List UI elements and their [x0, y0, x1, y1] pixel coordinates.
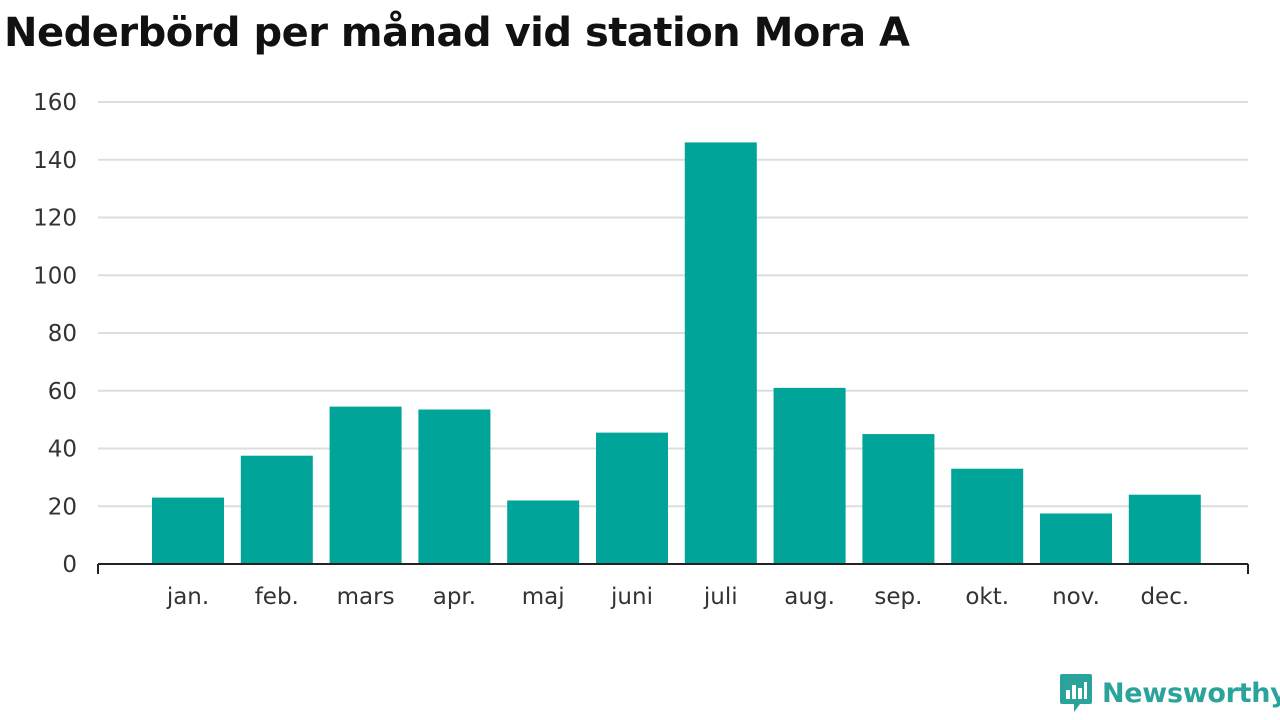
y-tick-label: 80 [48, 321, 77, 347]
y-tick-label: 120 [33, 206, 77, 232]
x-tick-label: jan. [166, 584, 209, 610]
y-tick-label: 0 [62, 552, 77, 578]
y-tick-label: 100 [33, 263, 77, 289]
x-tick-label: mars [337, 584, 395, 610]
x-axis [97, 563, 1249, 574]
x-tick-label: apr. [433, 584, 476, 610]
x-tick-label: juni [610, 584, 653, 610]
x-tick-label: juli [703, 584, 738, 610]
y-axis-labels: 0 20 40 60 80 100 120 140 160 [33, 90, 77, 578]
bar-chart: 0 20 40 60 80 100 120 140 160 jan. feb. mars apr. ma… [33, 90, 1249, 610]
bar [507, 500, 580, 564]
x-tick-label: maj [522, 584, 565, 610]
y-tick-label: 20 [48, 494, 77, 520]
x-tick-label: sep. [874, 584, 922, 610]
x-tick-label: okt. [965, 584, 1009, 610]
bar [240, 455, 313, 564]
bar [329, 406, 402, 564]
newsworthy-logo: Newsworthy [1058, 672, 1280, 714]
bar [951, 468, 1024, 564]
y-tick-label: 140 [33, 148, 77, 174]
bar [684, 142, 757, 565]
bar [152, 497, 224, 564]
bar [862, 434, 935, 564]
bar [418, 409, 491, 564]
x-tick-label: aug. [784, 584, 835, 610]
x-tick-label: feb. [255, 584, 299, 610]
gridlines [98, 101, 1248, 508]
y-tick-label: 160 [33, 90, 77, 116]
x-axis-labels: jan. feb. mars apr. maj juni juli aug. sep. okt. n… [166, 584, 1189, 610]
newsworthy-logo-icon [1060, 674, 1092, 712]
brand-name: Newsworthy [1102, 677, 1280, 709]
y-tick-label: 60 [48, 379, 77, 405]
x-tick-label: dec. [1140, 584, 1189, 610]
bar [1128, 494, 1201, 564]
bars [152, 142, 1201, 565]
bar [1040, 513, 1112, 564]
y-tick-label: 40 [48, 437, 77, 463]
bar [773, 387, 846, 564]
chart-title: Nederbörd per månad vid station Mora A [4, 10, 910, 56]
bar [596, 432, 668, 564]
x-tick-label: nov. [1052, 584, 1100, 610]
